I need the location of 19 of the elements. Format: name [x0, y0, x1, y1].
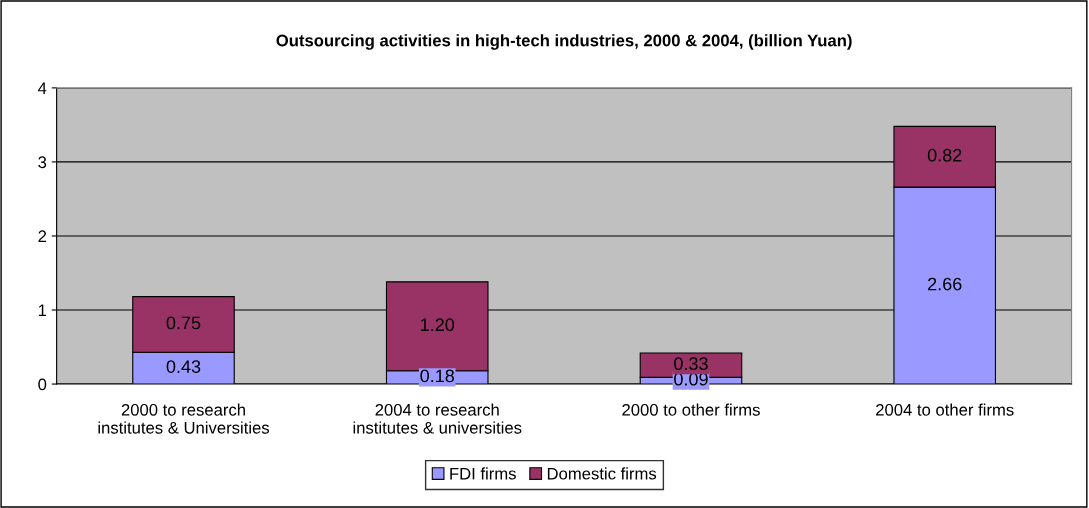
chart-title: Outsourcing activities in high-tech industries, 2000 & 2004, (billion Yuan) — [276, 34, 852, 50]
data-label: 2.66 — [928, 277, 962, 291]
x-tick-label: 2004 to research institutes & universities — [353, 403, 522, 434]
data-label: 0.33 — [674, 357, 708, 371]
data-label: 0.43 — [166, 360, 201, 373]
legend-label: Domestic firms — [547, 467, 657, 480]
y-tick-label: 0 — [38, 378, 47, 391]
y-tick-label: 4 — [38, 82, 47, 94]
data-label: 0.82 — [927, 148, 962, 162]
legend-label: FDI firms — [450, 467, 516, 480]
data-label: 0.18 — [420, 369, 455, 383]
y-tick-label: 1 — [38, 304, 47, 317]
x-tick-label: 2000 to other firms — [622, 403, 760, 416]
data-label: 0.75 — [166, 316, 201, 330]
x-tick-label: 2004 to other firms — [876, 403, 1014, 416]
y-tick-label: 2 — [38, 230, 47, 243]
data-label: 1.20 — [421, 318, 455, 332]
x-tick-label: 2000 to research institutes & Universities — [98, 403, 270, 434]
y-tick-label: 3 — [38, 156, 47, 169]
